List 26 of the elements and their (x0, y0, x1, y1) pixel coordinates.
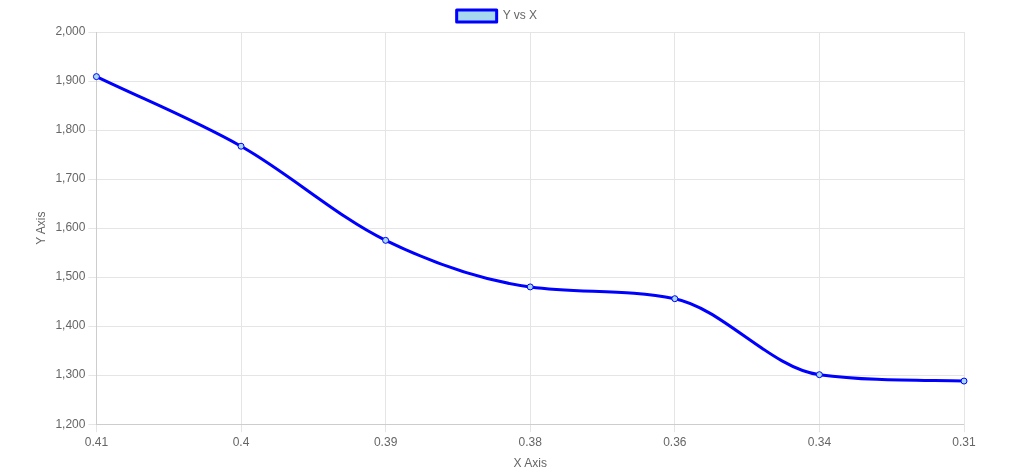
x-tick-label: 0.34 (807, 434, 832, 449)
y-tick-label: 1,200 (55, 416, 86, 431)
point (526, 283, 534, 291)
point (92, 73, 100, 81)
y-tick-label: 1,700 (55, 171, 86, 186)
y-tick-label: 1,800 (55, 122, 86, 137)
y-tick-label: 1,600 (55, 220, 86, 235)
x-tick-label: 0.39 (373, 434, 398, 449)
x-tick-label: 0.36 (663, 434, 687, 449)
point (960, 377, 968, 385)
y-tick-label: 2,000 (55, 24, 86, 39)
y-axis-title: Y Axis (33, 211, 48, 245)
legend-label: Y vs X (502, 8, 538, 23)
y-tick-label: 1,900 (55, 73, 86, 88)
x-tick-label: 0.41 (84, 434, 109, 449)
x-tick-label: 0.38 (518, 434, 543, 449)
point (671, 295, 679, 303)
x-tick-label: 0.31 (952, 434, 976, 449)
y-tick-label: 1,300 (55, 367, 86, 382)
y-tick-label: 1,400 (55, 318, 86, 333)
y-tick-label: 1,500 (55, 269, 86, 284)
x-axis-title: X Axis (513, 456, 547, 471)
point (382, 236, 390, 244)
point (815, 371, 823, 379)
point (237, 142, 245, 150)
x-tick-label: 0.4 (232, 434, 250, 449)
